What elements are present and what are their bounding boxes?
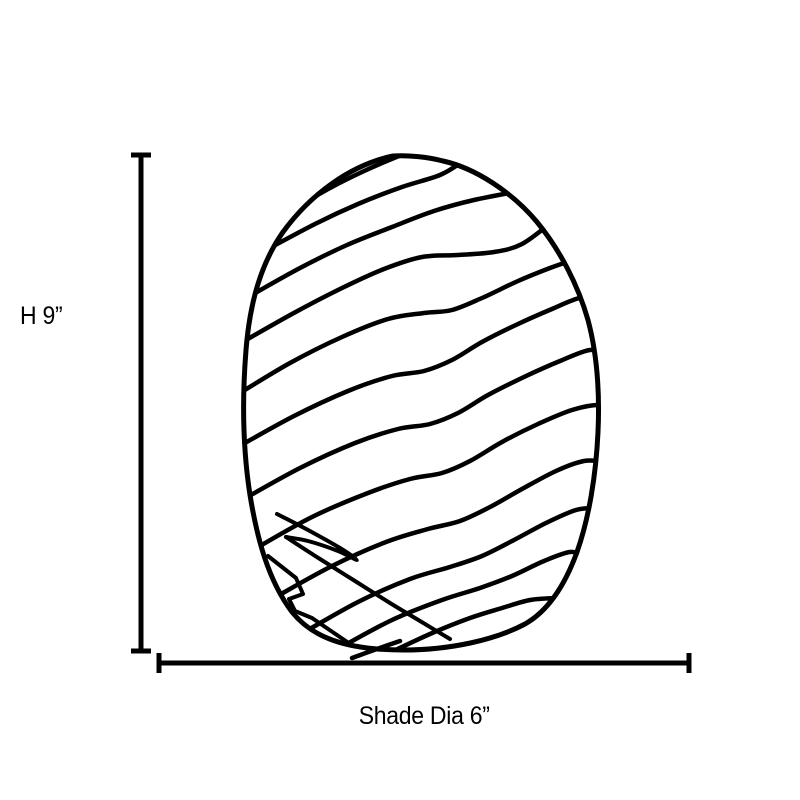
stripe-9 <box>271 458 599 601</box>
shade-extra-lines <box>349 638 403 661</box>
stripe-tail-1 <box>349 638 403 661</box>
stripe-12 <box>380 595 559 650</box>
height-dimension-line <box>131 152 151 654</box>
stripe-6 <box>243 295 597 451</box>
diameter-dimension-line <box>156 653 692 673</box>
stripe-11 <box>333 549 588 650</box>
shade-outline <box>241 153 602 653</box>
height-dimension-label: H 9” <box>20 302 66 331</box>
stripe-2 <box>263 159 465 253</box>
stripe-10 <box>298 505 599 637</box>
diameter-label-text: Shade Dia 6” <box>358 702 490 730</box>
stripe-3 <box>247 188 523 299</box>
height-label-text: H 9” <box>20 302 63 330</box>
stripe-7 <box>243 347 599 503</box>
stripe-1 <box>289 155 413 213</box>
diameter-dimension-label: Shade Dia 6” <box>324 702 524 731</box>
dimension-lines <box>131 152 692 673</box>
stripe-8 <box>250 402 599 553</box>
stripe-detail-3 <box>284 535 452 641</box>
stripe-detail-2 <box>266 554 358 650</box>
stripe-detail-1 <box>275 512 360 563</box>
shade-stripes <box>243 155 599 650</box>
stripe-5 <box>243 256 579 399</box>
stripe-4 <box>243 219 555 347</box>
